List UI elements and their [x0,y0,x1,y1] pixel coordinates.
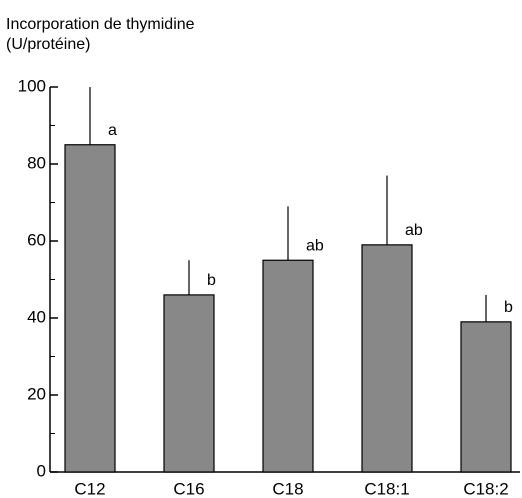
x-tick-label: C18:1 [364,479,409,498]
bar [361,244,413,473]
x-tick-label: C18:2 [463,479,508,498]
annotation: b [504,299,513,316]
y-tick-label: 100 [18,76,46,95]
annotation: ab [405,222,423,239]
y-tick-label: 20 [27,384,46,403]
bar [460,321,512,473]
annotation: b [207,272,216,289]
annotation: ab [306,237,324,254]
y-axis-label: Incorporation de thymidine [6,16,195,33]
y-tick-label: 40 [27,307,46,326]
bar [262,259,314,473]
x-tick-label: C12 [74,479,105,498]
y-tick-label: 60 [27,230,46,249]
y-axis-label: (U/protéine) [6,36,90,53]
bar [163,294,215,473]
x-tick-label: C18 [272,479,303,498]
annotation: a [108,122,117,139]
x-tick-label: C16 [173,479,204,498]
y-tick-label: 0 [37,461,46,480]
y-tick-label: 80 [27,153,46,172]
bar [64,144,116,473]
